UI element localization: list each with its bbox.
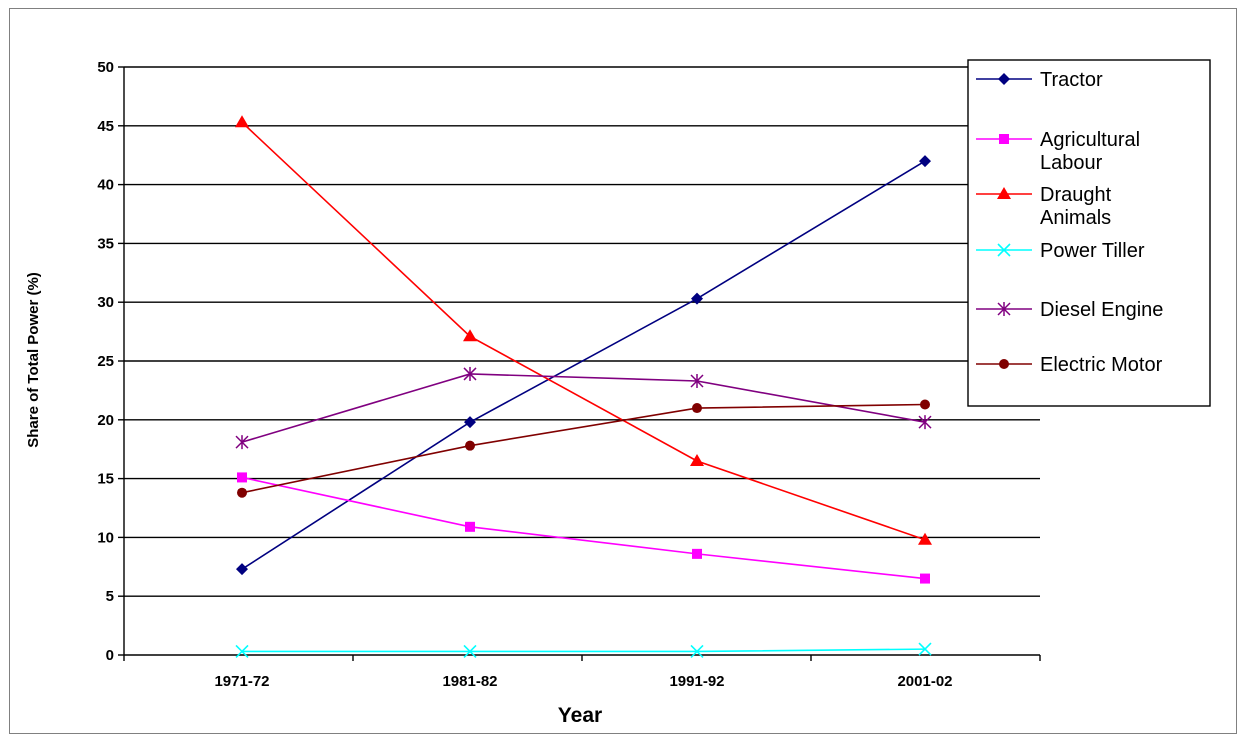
data-point-power-tiller: [235, 644, 249, 659]
legend-label: Labour: [1040, 152, 1103, 174]
data-point-electric-motor: [920, 399, 930, 410]
series-line-agricultural-labour: [241, 476, 926, 580]
data-point-draught-animals: [463, 329, 477, 342]
legend-swatch-marker: [998, 73, 1010, 85]
y-tick-label: 15: [97, 471, 114, 488]
series-electric-motor: [237, 399, 930, 498]
data-point-power-tiller: [463, 644, 477, 659]
data-point-tractor: [919, 155, 931, 168]
y-axis-title: Share of Total Power (%): [25, 272, 42, 448]
series-power-tiller: [235, 642, 932, 659]
data-point-draught-animals: [918, 532, 932, 545]
legend-swatch-marker: [997, 187, 1011, 199]
legend-entry-diesel-engine: Diesel Engine: [976, 299, 1163, 321]
y-tick-label: 35: [97, 235, 114, 252]
data-point-diesel-engine: [463, 366, 477, 381]
series-line-diesel-engine: [241, 373, 926, 443]
legend-label: Diesel Engine: [1040, 299, 1163, 321]
data-point-agricultural-labour: [920, 573, 930, 584]
legend-swatch-marker: [999, 359, 1009, 369]
data-point-agricultural-labour: [237, 472, 247, 483]
series-line-power-tiller: [242, 648, 926, 653]
y-tick-label: 40: [97, 177, 114, 194]
legend-entry-electric-motor: Electric Motor: [976, 354, 1163, 376]
data-point-diesel-engine: [918, 415, 932, 430]
series-tractor: [236, 155, 931, 576]
series-line-electric-motor: [241, 403, 926, 494]
data-point-power-tiller: [690, 644, 704, 659]
data-point-electric-motor: [465, 440, 475, 451]
y-tick-label: 20: [97, 412, 114, 429]
series-line-draught-animals: [241, 121, 926, 541]
x-tick-label: 1991-92: [669, 673, 724, 690]
data-point-tractor: [691, 292, 703, 305]
x-tick-label: 2001-02: [897, 673, 952, 690]
legend-swatch-marker: [997, 302, 1011, 316]
data-point-draught-animals: [690, 453, 704, 466]
y-tick-label: 50: [97, 59, 114, 76]
legend-label: Tractor: [1040, 69, 1103, 91]
data-point-electric-motor: [692, 403, 702, 414]
gridlines: [124, 66, 1040, 597]
data-point-draught-animals: [235, 115, 249, 128]
data-point-electric-motor: [237, 487, 247, 498]
legend-label: Draught: [1040, 184, 1112, 206]
legend-swatch-marker: [997, 243, 1011, 257]
y-tick-label: 5: [106, 588, 114, 605]
axes: 0 5 10 15 20 25 30 35 40 45 50 1971-72 1981-82 1991-9…: [97, 59, 1041, 690]
y-tick-label: 0: [106, 647, 114, 664]
data-point-power-tiller: [918, 642, 932, 656]
legend-label: Electric Motor: [1040, 354, 1163, 376]
y-tick-label: 30: [97, 294, 114, 311]
legend-label: Animals: [1040, 207, 1111, 229]
series-draught-animals: [235, 115, 932, 545]
series-diesel-engine: [235, 366, 932, 450]
legend-swatch-marker: [999, 134, 1009, 144]
legend-entry-tractor: Tractor: [976, 69, 1103, 91]
legend-box: [967, 59, 1211, 407]
legend-entry-power-tiller: Power Tiller: [976, 240, 1145, 262]
y-tick-label: 25: [97, 353, 114, 370]
data-point-agricultural-labour: [465, 521, 475, 532]
y-tick-label: 10: [97, 529, 114, 546]
data-point-diesel-engine: [235, 435, 249, 450]
series-agricultural-labour: [237, 472, 930, 584]
series-line-tractor: [241, 160, 926, 570]
y-tick-label: 45: [97, 118, 114, 135]
data-point-tractor: [236, 563, 248, 576]
series-lines: [235, 115, 932, 659]
x-axis-title: Year: [558, 704, 602, 727]
x-tick-label: 1971-72: [214, 673, 269, 690]
x-tick-label: 1981-82: [442, 673, 497, 690]
data-point-tractor: [464, 416, 476, 429]
legend-label: Agricultural: [1040, 129, 1140, 151]
legend-label: Power Tiller: [1040, 240, 1145, 262]
data-point-diesel-engine: [690, 373, 704, 388]
data-point-agricultural-labour: [692, 548, 702, 559]
